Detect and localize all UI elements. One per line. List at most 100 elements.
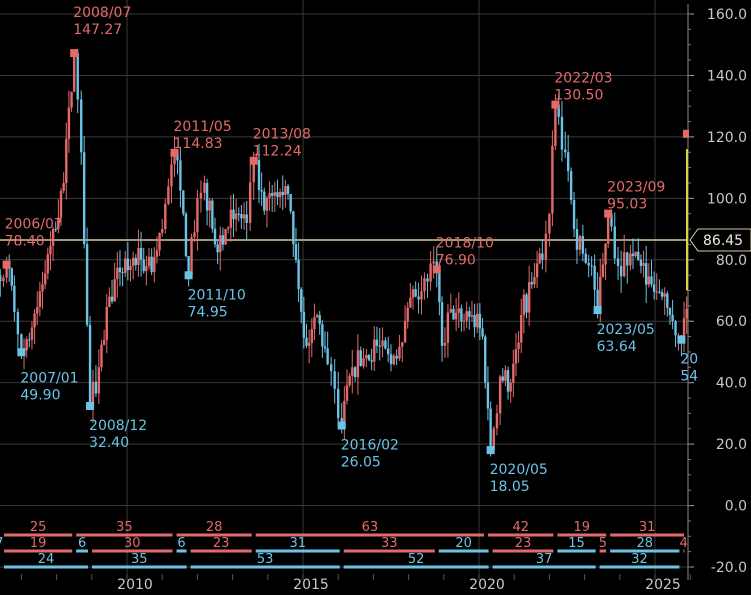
candle-body <box>590 265 593 267</box>
candle-body <box>578 236 582 250</box>
y-tick-label: 0.0 <box>725 499 747 515</box>
candle-body <box>5 264 8 278</box>
duration-label: 24 <box>38 552 55 567</box>
extremum-marker <box>551 100 560 109</box>
last-price-label: 86.45 <box>703 233 743 249</box>
extremum-marker <box>249 156 258 165</box>
candle-body <box>389 354 393 365</box>
annotation-value: 18.05 <box>490 479 530 495</box>
candle-body <box>411 289 415 298</box>
candle-body <box>307 342 311 346</box>
candle-body <box>105 306 108 341</box>
candle-body <box>54 229 57 231</box>
candle-body <box>489 408 492 451</box>
candle-body <box>110 296 114 302</box>
candle-body <box>257 160 261 191</box>
candle-body <box>551 145 554 214</box>
candle-body <box>432 261 435 264</box>
candle-body <box>326 348 329 365</box>
candle-body <box>153 256 156 273</box>
candle-body <box>158 232 161 251</box>
y-tick-label: 140.0 <box>707 68 747 84</box>
candle-body <box>345 385 349 401</box>
candle-body <box>302 311 306 338</box>
candle-body <box>219 235 222 253</box>
y-tick-label: 160.0 <box>707 7 747 23</box>
duration-label: 31 <box>639 520 656 535</box>
annotation-value: 95.03 <box>607 197 647 213</box>
duration-label: 33 <box>381 536 398 551</box>
candle-body <box>599 276 602 311</box>
annotation-date: 2007/01 <box>20 370 78 386</box>
candle-body <box>452 308 455 320</box>
candle-body <box>652 284 656 292</box>
candle-body <box>161 229 164 233</box>
y-tick-label: 60.0 <box>716 314 747 330</box>
candle-body <box>566 152 570 172</box>
candle-body <box>668 307 672 315</box>
y-tick-label: 20.0 <box>716 437 747 453</box>
candle-body <box>323 346 327 349</box>
candle-body <box>329 364 333 372</box>
candle-body <box>305 337 308 346</box>
duration-label: 63 <box>362 520 379 535</box>
last-price-marker: 86.45 <box>683 129 751 291</box>
candle-body <box>619 265 623 277</box>
candle-body <box>569 171 573 201</box>
annotation-date: 20 <box>680 352 698 368</box>
candle-body <box>213 228 217 245</box>
candle-body <box>193 232 196 238</box>
candle-body <box>613 226 616 259</box>
candle-body <box>392 355 396 365</box>
candle-body <box>73 53 76 92</box>
candle-body <box>300 289 303 312</box>
candle-body <box>173 152 176 165</box>
candle-body <box>28 339 31 341</box>
candle-body <box>423 278 426 292</box>
candle-body <box>626 252 629 266</box>
extremum-marker <box>17 348 26 357</box>
candle-body <box>0 275 2 282</box>
duration-label: 19 <box>574 520 591 535</box>
candle-body <box>260 190 263 192</box>
candle-body <box>381 340 384 347</box>
x-axis: 2010 2015 2020 2025 <box>20 574 691 593</box>
candle-body <box>65 138 68 183</box>
candle-body <box>36 307 39 314</box>
candle-body <box>527 282 531 313</box>
candle-body <box>164 203 167 230</box>
candle-body <box>155 250 159 257</box>
candle-body <box>473 315 476 328</box>
candle-body <box>10 268 13 286</box>
candle-body <box>666 293 669 308</box>
extremum-marker <box>604 209 613 218</box>
candle-body <box>373 339 376 362</box>
candle-body <box>403 321 407 343</box>
candle-body <box>606 213 610 244</box>
candle-body <box>131 257 135 266</box>
candle-body <box>629 253 632 266</box>
duration-label: 25 <box>30 520 47 535</box>
candle-body <box>284 186 287 196</box>
candle-body <box>370 360 373 362</box>
candle-body <box>41 284 44 292</box>
candle-body <box>281 192 284 196</box>
duration-bar <box>92 549 173 553</box>
annotation-value: 147.27 <box>73 22 122 38</box>
annotation-value: 32.40 <box>89 435 129 451</box>
duration-label: 42 <box>512 520 529 535</box>
candle-body <box>313 317 316 330</box>
candle-body <box>384 340 387 349</box>
x-tick-label: 2025 <box>645 577 681 593</box>
candle-body <box>429 263 432 282</box>
duration-bar <box>343 565 489 569</box>
duration-label: 53 <box>257 552 274 567</box>
candle-body <box>167 186 170 204</box>
duration-label: 28 <box>206 520 223 535</box>
candle-body <box>310 329 313 343</box>
candle-body <box>46 254 49 274</box>
candle-body <box>685 308 688 319</box>
last-high-marker <box>683 129 689 138</box>
